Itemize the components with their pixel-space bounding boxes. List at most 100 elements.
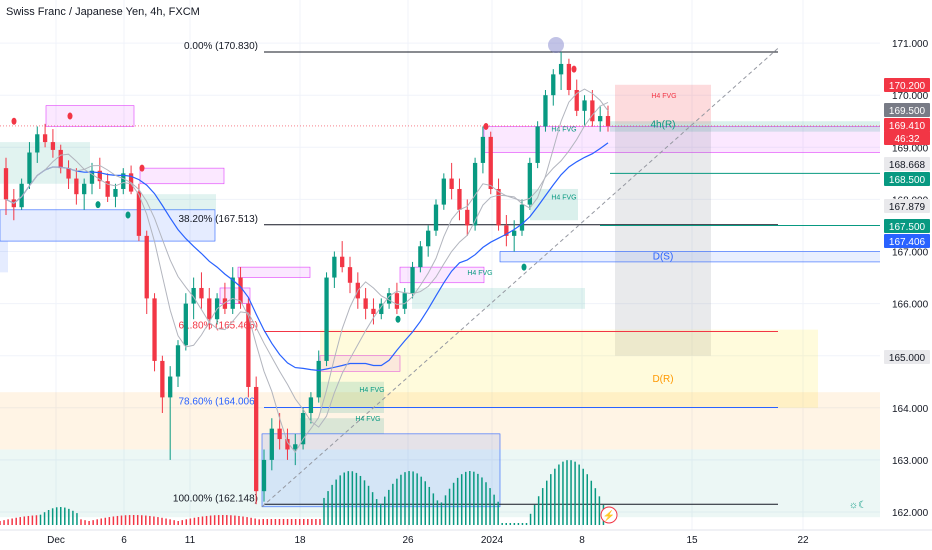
- zone-label: H4 FVG: [355, 416, 380, 423]
- zone-box: [0, 241, 8, 273]
- price-tag-label: 167.879: [889, 202, 926, 213]
- zone-box: [300, 418, 384, 434]
- moving-average-line: [5, 142, 609, 372]
- candle-body: [590, 100, 595, 122]
- price-tag: [884, 234, 930, 248]
- time-tick-label: 11: [185, 535, 196, 546]
- candle-body: [574, 89, 579, 111]
- candle-body: [175, 345, 181, 377]
- price-tag-label: 165.000: [889, 353, 926, 364]
- zone-label: H4 FVG: [467, 270, 492, 277]
- time-axis-bg: [0, 530, 932, 550]
- candle-body: [3, 168, 9, 200]
- candle-body: [285, 439, 290, 450]
- candle-body: [308, 397, 314, 414]
- fib-label: 0.00% (170.830): [184, 41, 258, 52]
- candle-body: [457, 188, 462, 210]
- price-tag: [884, 350, 930, 364]
- candle-body: [207, 298, 212, 320]
- price-tick-label: 171.000: [892, 39, 929, 50]
- candle-body: [89, 170, 95, 184]
- candle-body: [324, 277, 329, 361]
- candle-body: [371, 308, 376, 315]
- candle-body: [160, 360, 165, 398]
- candle-body: [144, 235, 149, 299]
- candle-body: [605, 116, 611, 126]
- price-tag: [884, 157, 930, 171]
- candle-body: [58, 149, 63, 169]
- candle-body: [246, 303, 251, 387]
- candle-body: [27, 152, 32, 184]
- candle-body: [558, 63, 564, 75]
- candle-body: [519, 204, 525, 231]
- zone-box: [237, 266, 311, 278]
- time-tick-label: 18: [294, 535, 306, 546]
- price-tag: [884, 172, 930, 186]
- zone-label: H4 FVG: [551, 194, 576, 201]
- signal-dot: [67, 112, 73, 120]
- signal-dot: [11, 117, 17, 125]
- candle-body: [363, 298, 368, 309]
- candle-body: [42, 134, 48, 143]
- candle-body: [269, 428, 274, 460]
- candle-body: [82, 183, 87, 195]
- zone-box: [530, 188, 578, 221]
- zone-box: [499, 251, 883, 263]
- lightning-icon: [600, 506, 618, 524]
- zone-box: [615, 84, 711, 124]
- candle-body: [418, 246, 423, 268]
- fib-label: 78.60% (164.006): [178, 396, 258, 407]
- candle-body: [598, 116, 603, 122]
- zone-label: D(R): [652, 374, 673, 385]
- candle-body: [168, 376, 173, 398]
- candle-body: [222, 298, 228, 309]
- price-tag: [884, 118, 930, 132]
- candle-body: [566, 63, 572, 90]
- candle-body: [433, 204, 439, 231]
- zone-box: [139, 167, 225, 185]
- session-icon: ☼☾: [849, 500, 867, 511]
- candle-body: [480, 136, 486, 163]
- candle-body: [121, 173, 126, 189]
- signal-dot: [483, 122, 489, 130]
- candle-body: [66, 168, 71, 179]
- zone-box: [483, 126, 883, 153]
- candle-body: [582, 100, 587, 111]
- candle-body: [504, 225, 509, 236]
- candle-body: [199, 287, 204, 299]
- candle-body: [410, 267, 415, 294]
- candle-body: [551, 74, 556, 96]
- price-tag-label: 169.410: [889, 121, 926, 132]
- zone-box: [615, 123, 711, 356]
- candle-body: [472, 162, 478, 226]
- candle-body: [97, 170, 102, 182]
- zone-label: 4h(R): [650, 120, 675, 131]
- candle-body: [488, 136, 493, 189]
- candle-body: [19, 183, 24, 208]
- time-tick-label: 26: [402, 535, 414, 546]
- candle-body: [340, 256, 345, 268]
- zone-box: [610, 121, 882, 132]
- fib-label: 61.80% (165.465): [178, 320, 258, 331]
- signal-dot: [95, 201, 101, 209]
- signal-dot: [125, 211, 131, 219]
- time-tick-label: 22: [797, 535, 809, 546]
- candle-body: [50, 142, 56, 150]
- price-tag-label: 167.406: [889, 237, 926, 248]
- time-tick-label: 8: [579, 535, 585, 546]
- time-tick-label: 2024: [481, 535, 504, 546]
- zone-box: [0, 209, 216, 242]
- price-tag: [884, 103, 930, 117]
- candle-body: [316, 360, 321, 398]
- candle-body: [277, 428, 282, 440]
- time-tick-label: 15: [686, 535, 698, 546]
- candle-body: [332, 256, 337, 278]
- zone-box: [0, 392, 880, 450]
- candle-body: [496, 188, 501, 226]
- candle-body: [379, 303, 384, 315]
- candle-body: [347, 267, 353, 283]
- time-tick-label: 6: [121, 535, 127, 546]
- zone-box: [412, 287, 585, 309]
